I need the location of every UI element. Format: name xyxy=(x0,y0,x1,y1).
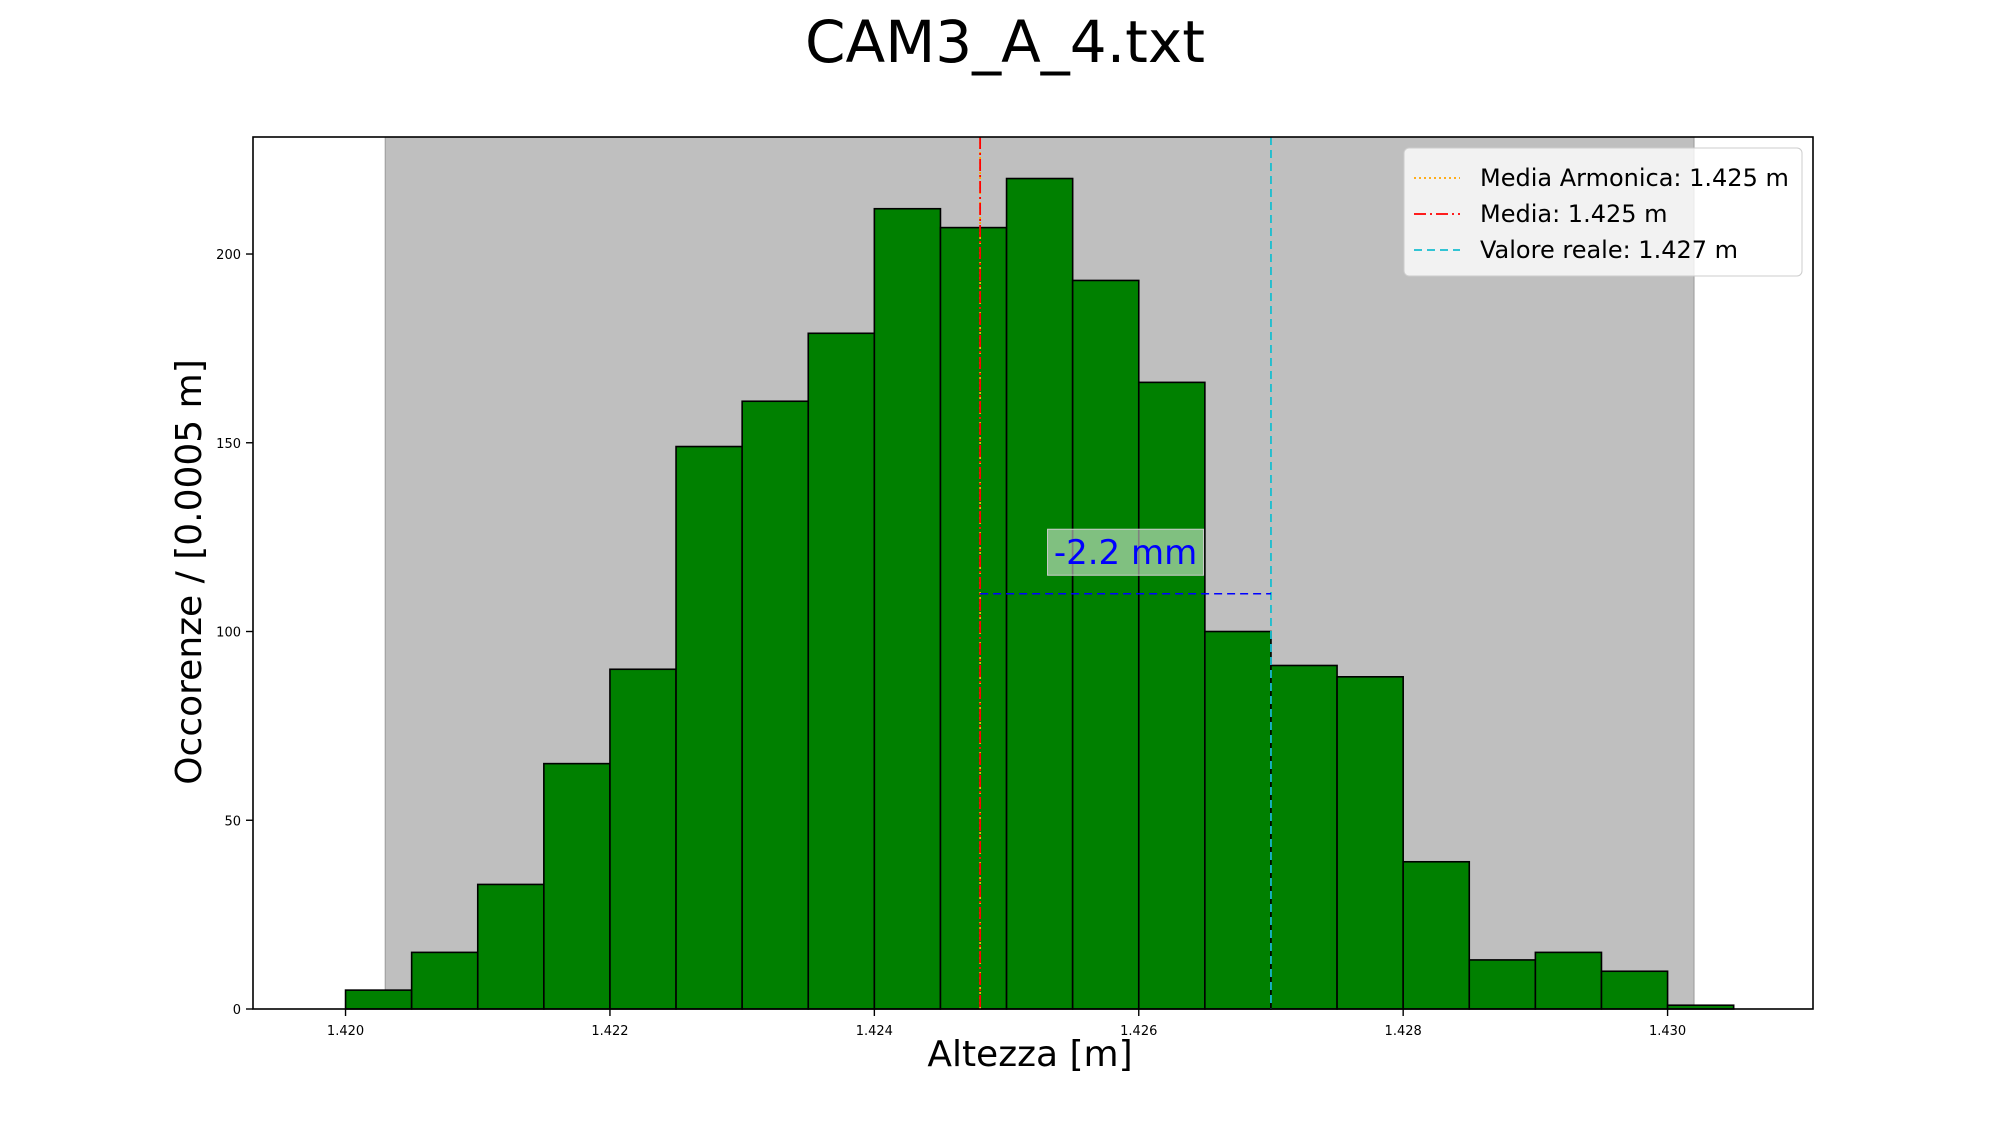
histogram-bar xyxy=(609,668,677,1010)
histogram-bar xyxy=(939,226,1008,1010)
histogram-bar xyxy=(807,332,876,1010)
difference-label-box xyxy=(1047,528,1205,576)
histogram-bar xyxy=(476,883,545,1010)
x-tick-label: 1.428 xyxy=(1385,1024,1422,1039)
histogram-bar xyxy=(1336,676,1404,1010)
legend-entry-3: Valore reale: 1.427 m xyxy=(1480,236,1738,264)
histogram-bar xyxy=(1071,279,1140,1010)
histogram-bar xyxy=(410,951,479,1010)
legend-box xyxy=(1403,147,1803,277)
histogram-bar xyxy=(1534,951,1603,1010)
histogram-bar xyxy=(543,762,611,1010)
chart-title: CAM3_A_4.txt xyxy=(805,8,1205,76)
histogram-bar xyxy=(1270,664,1338,1010)
histogram-bar xyxy=(1468,959,1537,1010)
histogram-bar xyxy=(1204,630,1272,1010)
x-tick-label: 1.420 xyxy=(327,1024,364,1039)
x-tick-label: 1.426 xyxy=(1120,1024,1157,1039)
axes-frame xyxy=(252,136,1814,1010)
x-axis-label: Altezza [m] xyxy=(927,1034,1132,1075)
histogram-bar xyxy=(1137,381,1206,1010)
x-tick-label: 1.430 xyxy=(1649,1024,1686,1039)
histogram-bar xyxy=(344,989,413,1010)
legend-entry-2: Media: 1.425 m xyxy=(1480,200,1668,228)
x-tick-label: 1.422 xyxy=(591,1024,628,1039)
y-tick-label: 200 xyxy=(216,248,241,263)
y-tick-label: 150 xyxy=(216,437,241,452)
y-tick-label: 0 xyxy=(233,1003,241,1018)
y-tick-label: 100 xyxy=(216,626,241,641)
plot-area: -2.2 mm 1.420 1.422 1.424 1.426 1.428 1.430 0 50… xyxy=(216,136,1814,1039)
y-axis-label: Occorenze / [0.0005 m] xyxy=(169,359,210,785)
histogram-bar xyxy=(1600,970,1669,1010)
histogram-bar xyxy=(873,207,942,1010)
histogram-bar xyxy=(675,445,743,1010)
histogram-bar xyxy=(741,400,810,1010)
y-tick-label: 50 xyxy=(224,814,241,829)
difference-label: -2.2 mm xyxy=(1054,533,1197,573)
histogram-bar xyxy=(1402,860,1471,1010)
legend-entry-1: Media Armonica: 1.425 m xyxy=(1480,164,1789,192)
x-tick-label: 1.424 xyxy=(856,1024,893,1039)
